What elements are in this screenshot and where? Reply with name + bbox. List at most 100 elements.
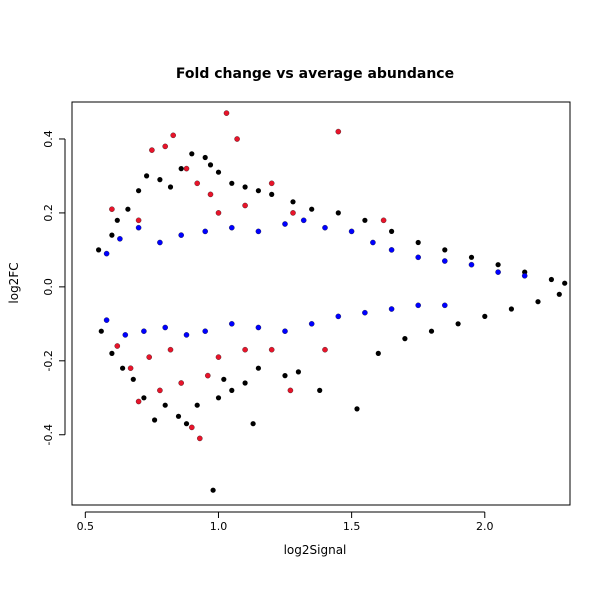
data-point (146, 354, 152, 360)
x-tick-label: 2.0 (476, 520, 494, 533)
data-point (229, 387, 235, 393)
data-point (269, 191, 275, 197)
data-point (362, 217, 368, 223)
data-point (268, 346, 275, 353)
data-point (183, 332, 190, 338)
data-point (380, 217, 387, 224)
data-point (508, 306, 514, 312)
data-point (362, 309, 368, 316)
data-point (175, 413, 182, 419)
data-point (117, 236, 123, 242)
data-point (167, 346, 174, 353)
data-point (290, 199, 296, 205)
data-point (300, 217, 307, 224)
data-point (202, 154, 208, 161)
data-point (548, 276, 555, 283)
data-point (178, 166, 184, 172)
data-point (415, 239, 421, 246)
y-tick-label: 0.2 (42, 204, 55, 222)
data-point (370, 239, 376, 246)
data-point (114, 343, 121, 349)
data-point (135, 217, 142, 224)
data-point (255, 188, 261, 194)
data-point (442, 247, 448, 253)
data-point (255, 324, 262, 331)
data-point (120, 365, 126, 371)
data-point (202, 328, 208, 334)
y-tick-label: 0.0 (42, 278, 55, 296)
data-point (170, 132, 176, 139)
axes: 0.5 1.0 1.5 2.0 -0.4 -0.2 0.0 0.2 0.4 (42, 101, 571, 533)
data-point (335, 313, 342, 320)
data-point (495, 262, 501, 268)
data-point (157, 239, 163, 246)
data-point (194, 402, 200, 408)
data-point (268, 180, 275, 187)
data-point (317, 387, 323, 393)
data-point (103, 250, 110, 257)
data-point (221, 376, 227, 382)
data-point (308, 321, 315, 327)
data-point (157, 177, 163, 183)
data-point (141, 395, 147, 401)
data-point (468, 261, 475, 268)
y-tick-label: -0.2 (42, 350, 55, 371)
data-point (282, 221, 288, 227)
data-point (207, 191, 214, 198)
data-point (162, 143, 168, 150)
data-point (178, 380, 184, 386)
data-point (402, 336, 408, 342)
data-point (415, 254, 421, 261)
data-point (389, 228, 395, 234)
y-tick-label: 0.4 (42, 130, 55, 148)
data-point (127, 365, 134, 371)
data-point (157, 387, 163, 394)
chart-title: Fold change vs average abundance (176, 66, 454, 82)
plot-area (96, 110, 568, 493)
data-point (183, 165, 190, 172)
data-point (282, 373, 288, 379)
data-point (521, 273, 528, 279)
data-point (162, 324, 168, 331)
data-point (205, 372, 211, 379)
data-point (144, 173, 150, 179)
x-axis-label: log2Signal (284, 543, 347, 557)
data-point (242, 184, 248, 190)
data-point (295, 369, 301, 375)
data-point (136, 188, 142, 194)
data-point (215, 169, 222, 175)
data-point (98, 328, 104, 334)
data-point (167, 184, 174, 190)
data-point (562, 280, 568, 286)
data-point (455, 321, 461, 327)
data-point (202, 228, 208, 235)
data-point (322, 346, 328, 353)
data-point (210, 487, 216, 493)
data-point (215, 210, 222, 216)
data-point (375, 350, 381, 356)
data-point (125, 206, 131, 212)
data-point (135, 224, 142, 231)
data-point (109, 350, 115, 356)
data-point (103, 317, 110, 323)
data-point (229, 180, 235, 186)
data-point (348, 228, 355, 235)
data-point (482, 313, 488, 319)
data-point (556, 291, 562, 297)
data-point (207, 162, 214, 168)
data-point (194, 180, 200, 187)
data-point (428, 328, 435, 334)
data-point (442, 258, 448, 264)
data-point (354, 406, 360, 412)
data-point (468, 254, 475, 260)
data-point (242, 346, 248, 353)
data-point (197, 435, 203, 442)
data-point (282, 328, 288, 334)
data-point (388, 247, 395, 253)
data-point (255, 228, 262, 235)
data-point (114, 217, 120, 223)
data-point (152, 417, 158, 423)
data-point (189, 151, 195, 157)
data-point (109, 206, 115, 212)
data-point (122, 332, 129, 338)
